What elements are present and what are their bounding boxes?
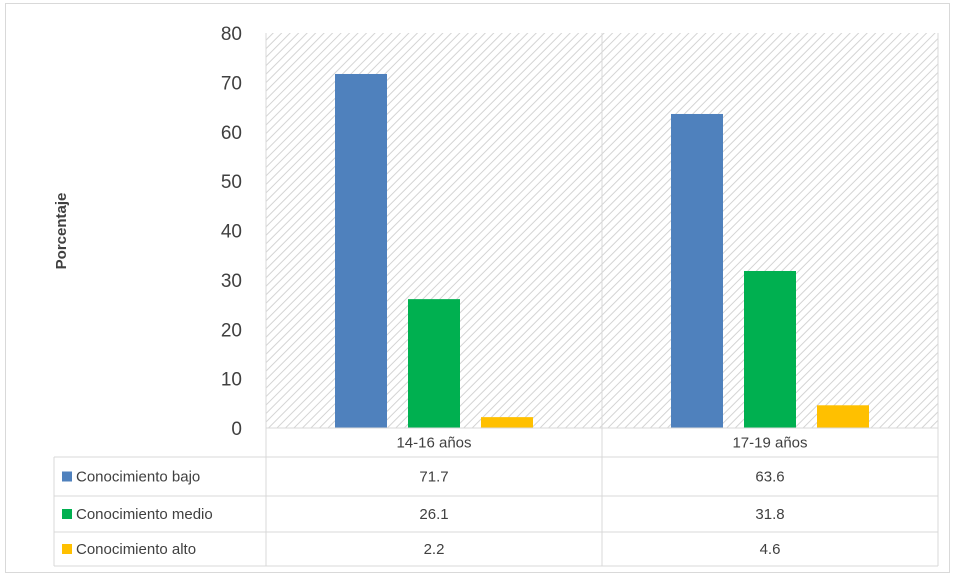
data-table-value: 26.1 xyxy=(419,506,448,523)
bar-conocimiento-medio xyxy=(744,270,796,428)
y-tick-label: 80 xyxy=(221,24,242,45)
y-tick-label: 10 xyxy=(221,370,242,391)
data-table-value: 31.8 xyxy=(755,506,784,523)
y-tick-label: 0 xyxy=(231,419,242,440)
data-table-value: 4.6 xyxy=(760,541,781,558)
bar-conocimiento-bajo xyxy=(335,73,387,428)
y-axis-label: Porcentaje xyxy=(53,193,70,270)
bar-conocimiento-alto xyxy=(481,417,533,428)
data-table-value: 63.6 xyxy=(755,469,784,486)
data-table-value: 2.2 xyxy=(424,541,445,558)
x-category-label: 17-19 años xyxy=(732,435,807,452)
bar-conocimiento-alto xyxy=(817,405,869,428)
data-table-value: 71.7 xyxy=(419,469,448,486)
legend-key-swatch xyxy=(62,471,72,482)
x-category-label: 14-16 años xyxy=(396,435,471,452)
bar-conocimiento-bajo xyxy=(671,113,723,428)
y-tick-label: 20 xyxy=(221,320,242,341)
y-tick-label: 30 xyxy=(221,271,242,292)
legend-series-label: Conocimiento bajo xyxy=(76,469,200,486)
legend-key-swatch xyxy=(62,509,72,519)
y-tick-label: 70 xyxy=(221,73,242,94)
legend-series-label: Conocimiento medio xyxy=(76,506,213,523)
bar-conocimiento-medio xyxy=(408,299,460,428)
y-tick-label: 40 xyxy=(221,222,242,243)
y-tick-label: 60 xyxy=(221,123,242,144)
y-tick-label: 50 xyxy=(221,172,242,193)
legend-series-label: Conocimiento alto xyxy=(76,541,196,558)
legend-key-swatch xyxy=(62,544,72,554)
